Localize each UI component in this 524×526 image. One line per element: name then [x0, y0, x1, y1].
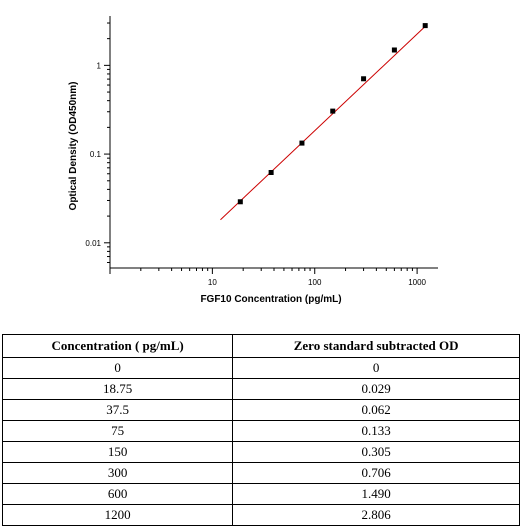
data-point [422, 23, 428, 29]
chart-axes [109, 16, 438, 269]
od-cell: 0 [232, 357, 520, 379]
table-row: 300 0.706 [1, 462, 520, 484]
data-point [361, 76, 367, 82]
od-cell: 1.490 [232, 483, 520, 505]
od-cell: 0.706 [232, 462, 520, 484]
table-row: 1200 2.806 [1, 504, 520, 526]
concentration-cell: 300 [1, 462, 234, 484]
y-tick-label: 0.01 [85, 239, 101, 248]
fit-line [220, 26, 426, 221]
y-tick-label: 0.1 [90, 150, 102, 159]
table-row: 37.5 0.062 [1, 399, 520, 421]
table-row: 150 0.305 [1, 441, 520, 463]
od-header: Zero standard subtracted OD [232, 334, 520, 358]
x-tick-label: 1000 [408, 278, 426, 287]
concentration-cell: 150 [1, 441, 234, 463]
od-cell: 0.305 [232, 441, 520, 463]
x-tick-label: 100 [308, 278, 322, 287]
y-axis-title: Optical Density (OD450nm) [68, 82, 79, 211]
od-cell: 0.133 [232, 420, 520, 442]
standard-data-table: Concentration ( pg/mL) Zero standard sub… [1, 334, 520, 526]
concentration-cell: 37.5 [1, 399, 234, 421]
concentration-cell: 75 [1, 420, 234, 442]
table-row: 600 1.490 [1, 483, 520, 505]
data-points [237, 23, 428, 205]
table-row: 18.75 0.029 [1, 378, 520, 400]
standard-curve-chart: 10 100 1000 0.01 0.1 1 FGF10 Concentration (p… [68, 16, 438, 305]
od-cell: 0.029 [232, 378, 520, 400]
concentration-cell: 600 [1, 483, 234, 505]
table-header-row: Concentration ( pg/mL) Zero standard sub… [1, 334, 520, 358]
data-point [391, 47, 397, 53]
od-cell: 2.806 [232, 504, 520, 526]
data-point [237, 199, 243, 205]
data-point [299, 140, 305, 146]
chart-ticks: 10 100 1000 0.01 0.1 1 [85, 22, 427, 287]
x-axis-title: FGF10 Concentration (pg/mL) [200, 294, 341, 305]
od-cell: 0.062 [232, 399, 520, 421]
fit-line-group [220, 26, 426, 221]
data-point [330, 108, 336, 114]
concentration-cell: 18.75 [1, 378, 234, 400]
concentration-cell: 1200 [1, 504, 234, 526]
concentration-cell: 0 [1, 357, 234, 379]
table-row: 75 0.133 [1, 420, 520, 442]
y-tick-label: 1 [97, 61, 102, 70]
data-point [268, 169, 274, 175]
x-tick-label: 10 [208, 278, 217, 287]
concentration-header: Concentration ( pg/mL) [1, 334, 234, 358]
